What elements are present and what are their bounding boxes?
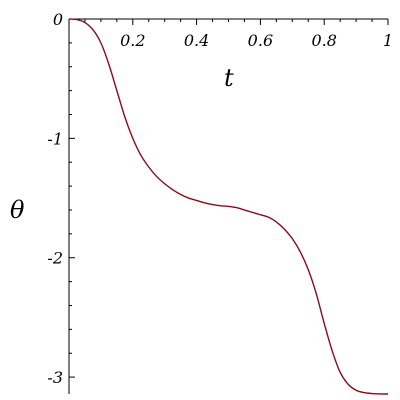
- x-tick-label: 0.4: [184, 31, 209, 50]
- y-tick-label: -3: [47, 368, 63, 387]
- y-axis-label: θ: [10, 196, 25, 224]
- ticks: 0.2 0.4 0.6 0.8 1 0 -1 -2 -3: [47, 10, 393, 387]
- x-tick-label: 1: [383, 31, 393, 50]
- x-tick-label: 0.8: [311, 31, 336, 50]
- series-line: [68, 18, 389, 395]
- x-axis-label: t: [224, 64, 234, 92]
- y-tick-label: -1: [47, 129, 63, 148]
- y-tick-label: -2: [47, 249, 63, 268]
- x-tick-label: 0.6: [248, 31, 273, 50]
- x-tick-label: 0.2: [120, 31, 145, 50]
- y-tick-label: 0: [53, 10, 63, 29]
- series: [68, 18, 389, 395]
